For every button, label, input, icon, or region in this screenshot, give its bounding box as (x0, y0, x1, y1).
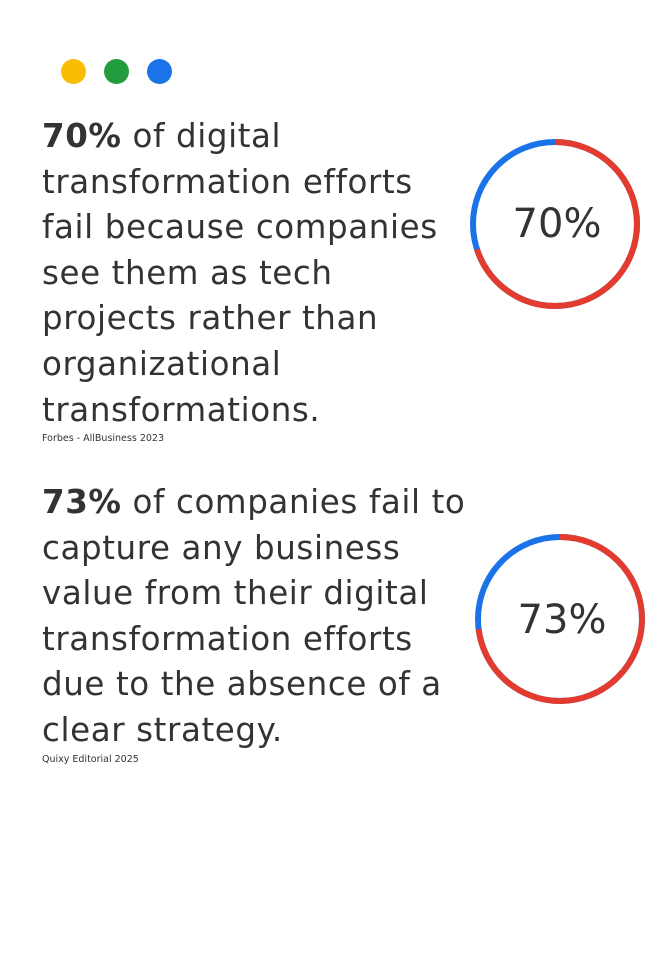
donut-progress-arc-2 (475, 534, 645, 704)
stat-text-2: 73% of companies fail to capture any bus… (42, 480, 482, 754)
donut-chart-1: 70% (468, 137, 642, 311)
donut-svg-2: 73% (475, 534, 645, 704)
stat-percent-1: 70% (42, 117, 122, 155)
stat-block-2: 73% of companies fail to capture any bus… (42, 480, 482, 766)
header-dots (61, 59, 172, 84)
yellow-dot (61, 59, 86, 84)
stat-block-1: 70% of digital transformation efforts fa… (42, 114, 462, 445)
stat-statement-1: of digital transformation efforts fail b… (42, 117, 438, 429)
stat-source-1: Forbes - AllBusiness 2023 (42, 433, 165, 445)
donut-svg-1: 70% (470, 139, 640, 309)
stat-source-2: Quixy Editorial 2025 (42, 753, 139, 765)
green-dot (104, 59, 129, 84)
stat-percent-2: 73% (42, 483, 122, 521)
blue-dot (147, 59, 172, 84)
donut-progress-arc-1 (470, 139, 640, 309)
stat-text-1: 70% of digital transformation efforts fa… (42, 114, 462, 433)
donut-value-label-1: 70% (513, 201, 602, 247)
donut-chart-2: 73% (473, 532, 647, 706)
stat-statement-2: of companies fail to capture any busines… (42, 483, 466, 749)
donut-value-label-2: 73% (518, 597, 607, 643)
